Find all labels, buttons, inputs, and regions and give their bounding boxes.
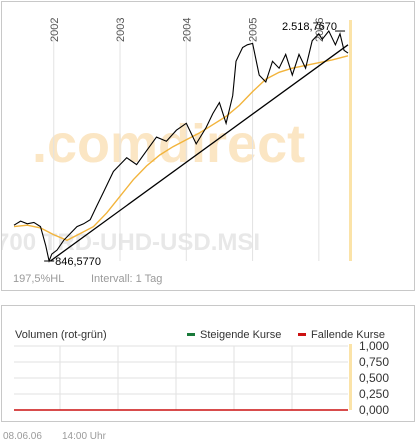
y-tick-label: 1,000 <box>359 339 389 353</box>
legend-swatch <box>298 333 306 336</box>
y-axis: 1,000 0,750 0,500 0,250 0,000 <box>359 339 389 417</box>
volume-chart: Volumen (rot-grün) Steigende Kurse Fallen… <box>14 329 389 417</box>
legend-label: Steigende Kurse <box>200 329 281 341</box>
range-info: 197,5%HL <box>13 273 64 285</box>
legend: Steigende Kurse Fallende Kurse <box>187 329 385 341</box>
axis-bar <box>349 344 352 410</box>
price-line <box>13 29 349 263</box>
volume-title: Volumen (rot-grün) <box>15 329 107 341</box>
grid <box>14 345 351 411</box>
axis-bar <box>349 20 352 261</box>
x-tick-label: 2002 <box>49 18 61 42</box>
y-tick-label: 0,500 <box>359 371 389 385</box>
footer: 08.06.06 14:00 Uhr <box>3 431 107 442</box>
footer-date: 08.06.06 <box>3 431 42 442</box>
y-tick-label: 0,250 <box>359 387 389 401</box>
x-tick-label: 2004 <box>181 18 193 42</box>
price-chart-panel: .comdirect 700 TRD-UHD-USD.MSI 1.0001.25… <box>0 1 415 291</box>
legend-swatch <box>187 333 195 336</box>
footer-time: 14:00 Uhr <box>62 431 107 442</box>
low-annotation: 846,5770 <box>55 256 101 268</box>
trend-line <box>50 44 349 262</box>
interval-info: Intervall: 1 Tag <box>91 273 162 285</box>
x-tick-label: 2003 <box>115 18 127 42</box>
watermark-text: .comdirect <box>32 114 305 174</box>
volume-chart-panel: Volumen (rot-grün) Steigende Kurse Fallen… <box>1 305 415 422</box>
annotations: 846,5770 2.518,7670 <box>44 21 346 268</box>
x-axis: 2002 2003 2004 2005 2006 <box>49 18 326 42</box>
legend-label: Fallende Kurse <box>311 329 385 341</box>
y-tick-label: 0,000 <box>359 403 389 417</box>
symbol-watermark: 700 TRD-UHD-USD.MSI <box>2 229 260 256</box>
high-annotation: 2.518,7670 <box>282 21 337 33</box>
y-tick-label: 0,750 <box>359 355 389 369</box>
x-tick-label: 2005 <box>248 18 260 42</box>
price-chart: .comdirect 700 TRD-UHD-USD.MSI 1.0001.25… <box>0 18 352 285</box>
